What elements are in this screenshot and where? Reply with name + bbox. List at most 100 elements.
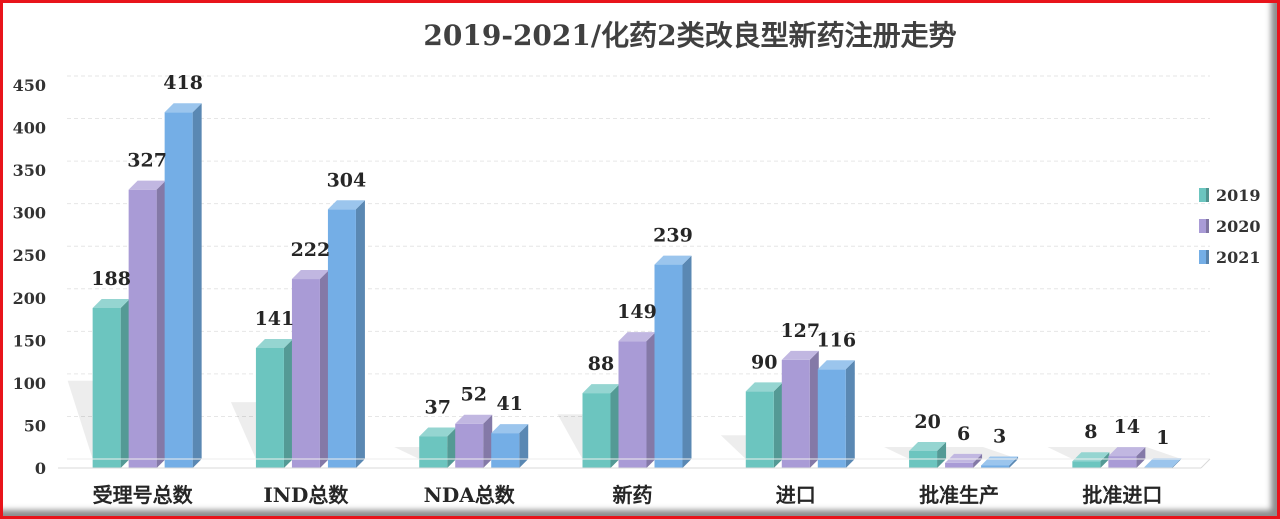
data-label: 188 — [91, 268, 131, 290]
bar-top — [92, 298, 130, 308]
bar-side — [610, 384, 620, 468]
bar-top — [128, 180, 166, 190]
y-tick-label: 450 — [13, 76, 46, 95]
bar-side — [845, 360, 855, 468]
bar-side — [519, 424, 529, 468]
bar — [1108, 456, 1137, 468]
bar-side — [120, 298, 130, 468]
x-category-label: 批准进口 — [1082, 483, 1162, 507]
data-label: 8 — [1084, 421, 1097, 443]
y-tick-label: 400 — [13, 119, 46, 138]
bar-top — [945, 453, 983, 463]
bar-side — [646, 332, 656, 468]
bar — [654, 264, 683, 468]
data-label: 37 — [424, 397, 450, 419]
legend-swatch-side — [1206, 250, 1209, 264]
bar — [291, 279, 320, 468]
bar-side — [1172, 458, 1182, 468]
data-label: 6 — [957, 423, 970, 445]
bar — [164, 112, 193, 468]
bar-side — [355, 200, 365, 469]
bar — [128, 189, 157, 469]
bar — [491, 433, 520, 468]
legend: 2019 2020 2021 — [1199, 186, 1261, 267]
y-tick-label: 50 — [24, 416, 46, 435]
bar — [817, 369, 846, 468]
y-tick-label: 0 — [35, 459, 46, 478]
bar — [582, 393, 611, 468]
data-label: 418 — [163, 72, 203, 94]
bar-side — [1100, 452, 1110, 468]
bar — [745, 391, 774, 468]
data-label: 116 — [816, 329, 856, 351]
data-label: 20 — [914, 411, 940, 433]
y-tick-label: 100 — [13, 374, 46, 393]
y-tick-label: 350 — [13, 161, 46, 180]
bar-side — [773, 382, 783, 468]
data-label: 52 — [460, 384, 486, 406]
bar-side — [156, 180, 166, 469]
bar-top — [909, 441, 947, 451]
bar — [618, 341, 647, 468]
data-label: 14 — [1114, 416, 1140, 438]
bar-side — [447, 427, 457, 468]
chart-title: 2019-2021/化药2类改良型新药注册走势 — [423, 19, 956, 52]
bar-side — [973, 453, 983, 468]
data-label: 327 — [127, 150, 167, 172]
legend-label: 2021 — [1216, 248, 1261, 267]
bar-side — [682, 255, 692, 468]
bar-side — [1136, 447, 1146, 468]
legend-swatch-side — [1206, 219, 1209, 233]
data-label: 88 — [588, 353, 614, 375]
y-tick-label: 150 — [13, 331, 46, 350]
x-category-label: NDA总数 — [424, 483, 516, 507]
data-label: 304 — [327, 169, 367, 191]
bar — [327, 209, 356, 469]
y-tick-label: 300 — [13, 204, 46, 223]
bar-side — [809, 350, 819, 468]
data-label: 141 — [255, 308, 295, 330]
axes: 0 50 100 150 200 250 300 350 400 450 受理号总数 IND总数 NDA… — [13, 76, 1211, 507]
bar-top — [745, 382, 783, 392]
bar-side — [192, 103, 202, 468]
x-category-label: 新药 — [613, 483, 653, 507]
bar-side — [483, 414, 493, 468]
bar — [1072, 461, 1101, 468]
bar-top — [327, 200, 365, 210]
data-label: 239 — [653, 225, 693, 247]
bar — [981, 465, 1010, 468]
bar-top — [817, 360, 855, 370]
bar — [255, 347, 284, 468]
data-label: 3 — [993, 425, 1006, 447]
data-label: 41 — [496, 393, 522, 415]
bar-top — [1108, 447, 1146, 457]
data-label: 1 — [1156, 427, 1169, 449]
bar-top — [455, 414, 493, 424]
bar-top — [1144, 458, 1182, 468]
bar-top — [255, 338, 293, 348]
bars — [92, 103, 1182, 469]
legend-label: 2019 — [1216, 186, 1261, 205]
bar-side — [283, 338, 293, 468]
legend-swatch — [1199, 219, 1209, 233]
x-category-label: 批准生产 — [919, 483, 999, 507]
x-category-label: IND总数 — [263, 483, 349, 507]
x-category-label: 进口 — [776, 483, 816, 507]
legend-label: 2020 — [1216, 217, 1261, 236]
bar-top — [491, 424, 529, 434]
legend-swatch — [1199, 188, 1209, 202]
bar-top — [618, 332, 656, 342]
bar-side — [937, 441, 947, 468]
bar — [781, 359, 810, 468]
data-label: 222 — [291, 239, 331, 261]
bar — [945, 462, 974, 468]
bar — [92, 307, 121, 468]
bar-top — [781, 350, 819, 360]
bar-top — [654, 255, 692, 265]
bar — [455, 423, 484, 468]
data-label: 90 — [751, 351, 777, 373]
bar — [419, 436, 448, 468]
legend-swatch — [1199, 250, 1209, 264]
